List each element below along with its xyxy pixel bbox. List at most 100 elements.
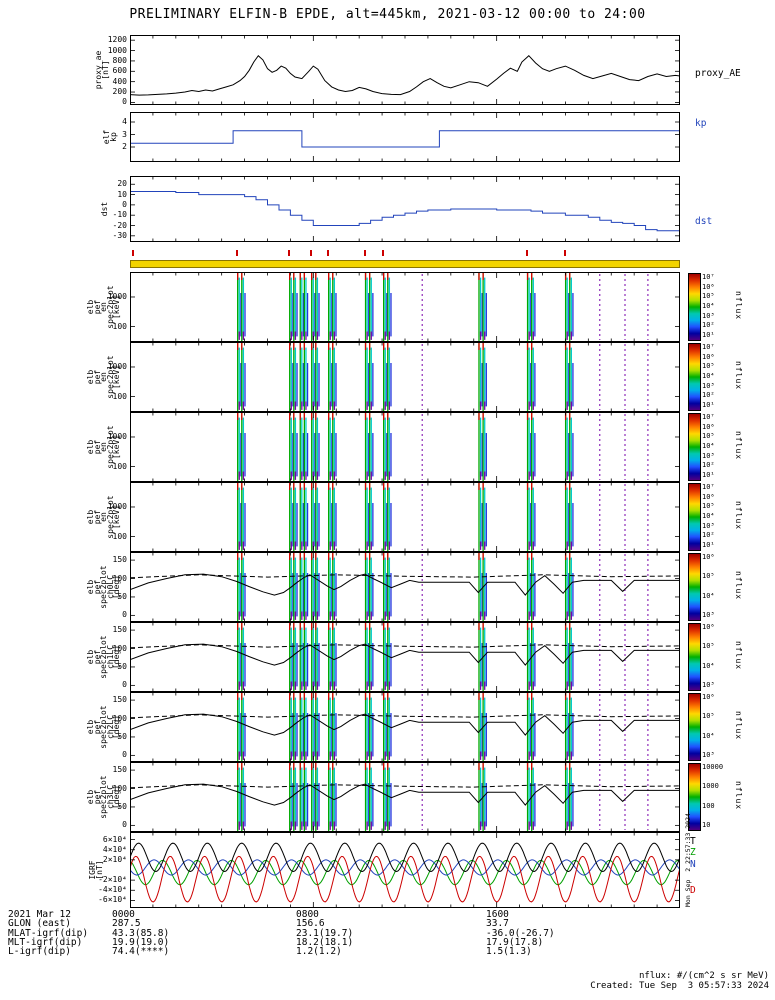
colorbar-tick-spec1: 10⁶ [702,352,715,361]
colorbar-spec3 [688,483,701,551]
footer-row-lshell-label: L-igrf(dip) [8,946,71,957]
right-label-proxy-ae: proxy_AE [695,68,741,79]
colorbar-tick-spec2: 10³ [702,451,715,460]
ytick-pitch1: 0 [122,680,127,690]
footer-row-glon: GLON (east) 287.5 156.6 33.7 [0,919,775,929]
panel-svg-spec2 [130,412,680,482]
axis-label-line: [keV] [112,504,121,530]
nflux-units-note: nflux: #/(cm^2 s sr MeV) [638,971,769,981]
ytick-pitch1: 50 [117,661,127,671]
axis-label-line: [deg] [112,574,121,600]
footer-row-mlat-label: MLAT-igrf(dip) [8,928,89,939]
ytick-dst: -10 [112,210,127,220]
footer-glon-c2: 156.6 [296,918,325,929]
colorbar-tick-spec2: 10⁴ [702,442,715,450]
ytick-proxy_ae: 0 [122,97,127,107]
ytick-proxy_ae: 800 [112,55,127,65]
panel-igrf [130,832,680,908]
panel-svg-spec3 [130,482,680,552]
axis-label-spec3: elb pef en spec2plot [keV] [86,482,121,552]
ytick-pitch2: 150 [112,695,127,705]
colorbar-tick-spec2: 10¹ [702,471,715,479]
colorbar-tick-spec1: 10⁷ [702,343,715,351]
axis-label-line: [keV] [112,294,121,320]
ytick-pitch3: 150 [112,765,127,775]
ytick-spec0: 100 [112,321,127,331]
colorbar-pitch3 [688,763,701,831]
colorbar-tick-spec3: 10⁵ [702,502,715,511]
ytick-spec3: 100 [112,531,127,541]
colorbar-tick-spec0: 10⁷ [702,273,715,281]
panel-pitch3 [130,762,680,832]
colorbar-tick-spec1: 10² [702,391,715,400]
footer-time-c1: 0000 [112,909,135,920]
colorbar-tick-spec0: 10⁶ [702,282,715,291]
ytick-proxy_ae: 1000 [107,45,127,55]
colorbar-tick-pitch1: 10⁵ [702,642,715,651]
axis-label-dst: dst [100,176,109,242]
colorbar-pitch2 [688,693,701,761]
ytick-igrf: 4×10⁴ [102,844,127,854]
ytick-igrf: -4×10⁴ [98,885,127,895]
axis-label-spec1: elb pef en spec2plot [keV] [86,342,121,412]
ytick-pitch0: 0 [122,610,127,620]
orbit-red-tick [236,250,239,256]
colorbar-tick-pitch1: 10⁴ [702,661,715,670]
orbit-red-tick [288,250,291,256]
ytick-pitch1: 100 [112,643,127,653]
igrf-legend-Z: Z [690,847,696,859]
axis-label-spec0: elb pef en spec2plot [keV] [86,272,121,342]
orbit-red-tick [382,250,384,256]
colorbar-tick-spec0: 10³ [702,311,715,320]
footer-mlt-c3: 17.9(17.8) [486,937,544,948]
axis-label-line: kp [108,132,118,142]
orbit-red-tick [525,250,528,256]
ytick-dst: -20 [112,220,127,230]
axis-label-line: [deg] [112,784,121,810]
colorbar-tick-spec3: 10³ [702,521,715,530]
colorbar-unit-pitch1: nflux [734,641,743,671]
ytick-spec1: 1000 [107,361,127,371]
ytick-igrf: -2×10⁴ [98,875,127,885]
panel-spec1 [130,342,680,412]
footer-mlat-c3: -36.0(-26.7) [486,928,555,939]
orbit-red-tick [310,250,313,256]
colorbar-unit-spec0: nflux [734,291,743,321]
footer-time-c2: 0800 [296,909,319,920]
panel-pitch2 [130,692,680,762]
panel-svg-pitch3 [130,762,680,832]
colorbar-tick-spec1: 10¹ [702,401,715,409]
ytick-proxy_ae: 400 [112,76,127,86]
axis-label-proxy_ae: proxy_ae [nT] [94,35,110,105]
colorbar-spec1 [688,343,701,411]
igrf-legend-T: T [690,835,696,847]
colorbar-tick-pitch2: 10⁴ [702,731,715,740]
plot-title: PRELIMINARY ELFIN-B EPDE, alt=445km, 202… [129,7,646,22]
colorbar-tick-pitch1: 10³ [702,681,715,689]
colorbar-tick-spec3: 10¹ [702,541,715,549]
colorbar-tick-pitch0: 10⁴ [702,591,715,600]
axis-label-pitch1: elb pef spec2plot ch1LC [deg] [86,622,121,692]
ytick-igrf: 6×10⁴ [102,834,127,844]
ytick-igrf: 2×10⁴ [102,854,127,864]
ytick-dst: 10 [117,189,127,199]
colorbar-unit-spec3: nflux [734,501,743,531]
panel-dst [130,176,680,242]
colorbar-tick-spec3: 10⁴ [702,512,715,520]
ytick-dst: -30 [112,230,127,240]
ytick-pitch2: 100 [112,713,127,723]
axis-label-line: [deg] [112,714,121,740]
panel-spec3 [130,482,680,552]
axis-label-line: [nT] [100,60,110,80]
ytick-kp: 4 [122,117,127,126]
ytick-spec2: 1000 [107,431,127,441]
colorbar-tick-pitch3: 1000 [702,782,719,791]
ytick-pitch2: 50 [117,731,127,741]
axis-label-line: [nT] [94,860,104,880]
footer-row-mlt-label: MLT-igrf(dip) [8,937,83,948]
colorbar-unit-pitch3: nflux [734,781,743,811]
footer-mlt-c2: 18.2(18.1) [296,937,354,948]
created-vertical-note: Mon Sep 2 22:57:33 2024 [684,813,692,907]
colorbar-tick-pitch0: 10⁵ [702,572,715,581]
footer-row-glon-label: GLON (east) [8,918,71,929]
